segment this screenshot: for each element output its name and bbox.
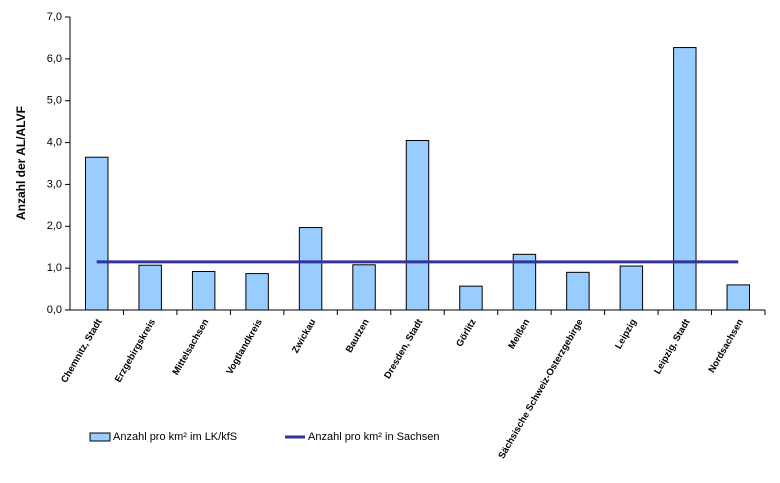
y-tick-label: 5,0 [47,95,62,107]
y-tick-label: 3,0 [47,178,62,190]
y-tick-label: 7,0 [47,11,62,23]
x-tick-label: Chemnitz, Stadt [59,317,105,385]
x-tick-label: Nordsachsen [706,317,746,375]
x-tick-label: Erzgebirgskreis [113,317,158,384]
bar [459,285,483,311]
x-tick-label: Zwickau [290,317,318,355]
x-tick-label: Mittelsachsen [170,317,211,377]
bar [352,264,376,311]
bar [245,273,269,311]
y-tick-label: 2,0 [47,220,62,232]
y-tick-label: 4,0 [47,136,62,148]
x-tick-label: Bautzen [344,317,372,355]
bar [191,270,216,311]
y-tick-label: 0,0 [47,304,62,316]
x-tick-label: Leipzig [613,317,639,351]
bar [619,265,644,311]
bar [512,253,537,311]
bar [85,156,109,311]
legend-swatch [89,432,111,442]
bar [298,227,323,311]
bar [673,47,697,311]
y-axis-label: Anzahl der AL/ALVF [14,106,28,220]
bar [726,284,750,311]
bar [405,139,430,311]
x-tick-label: Leipzig, Stadt [652,317,693,377]
x-tick-label: Meißen [506,317,532,351]
legend-label: Anzahl pro km² im LK/kfS [113,431,237,443]
bar [566,271,590,311]
y-tick-label: 1,0 [47,262,62,274]
legend-label: Anzahl pro km² in Sachsen [308,431,439,443]
bar [138,264,162,311]
y-tick-label: 6,0 [47,53,62,65]
x-tick-label: Görlitz [454,317,479,349]
x-tick-label: Vogtlandkreis [224,317,265,376]
x-tick-label: Dresden, Stadt [382,317,425,381]
